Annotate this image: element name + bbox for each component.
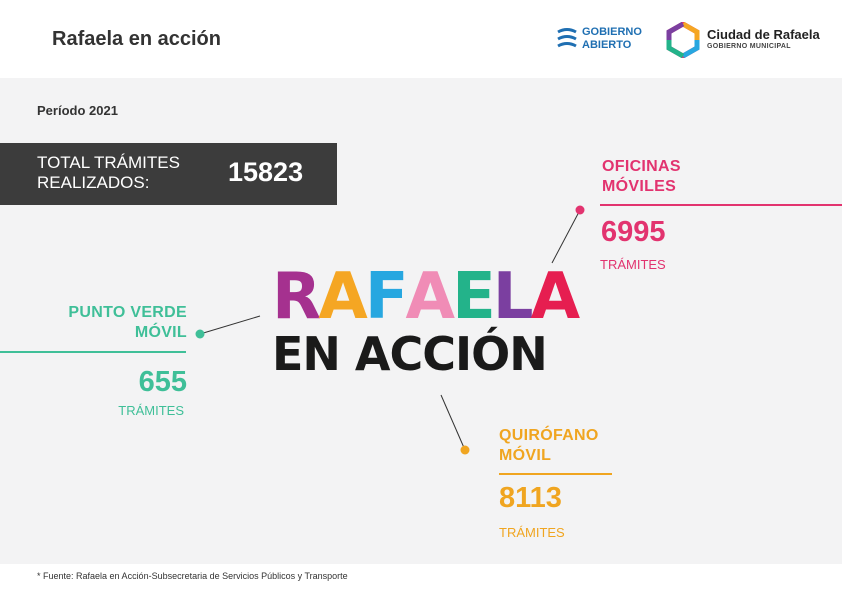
oficinas-moviles-title-line1: OFICINAS [602,158,681,175]
quirofano-movil-value: 8113 [499,482,562,514]
quirofano-movil-underline [499,473,612,475]
rafaela-en-accion-brand: RAFAELA EN ACCIÓN [272,260,580,381]
total-label: TOTAL TRÁMITES REALIZADOS: [37,153,180,192]
brand-letter-l: L [492,260,534,334]
punto-verde-unit: TRÁMITES [118,403,184,418]
ciudad-rafaela-name: Ciudad de Rafaela [707,27,820,42]
brand-letter-e: E [452,260,496,334]
brand-letter-f: F [364,260,409,334]
gobierno-abierto-text: GOBIERNO ABIERTO [582,26,642,52]
source-footnote: * Fuente: Rafaela en Acción-Subsecretari… [37,571,348,581]
brand-en-accion: EN ACCIÓN [272,327,548,381]
brand-letter-a1: A [318,260,368,334]
punto-verde-dot [195,329,205,339]
quirofano-movil-unit: TRÁMITES [499,525,565,540]
brand-letter-a2: A [405,260,456,334]
header: Rafaela en acción GOBIERNO ABIERTO Ciuda… [0,0,842,78]
brand-letter-r: R [272,260,321,334]
quirofano-dot [460,445,470,455]
punto-verde-connector-line [199,315,261,335]
gobierno-abierto-line1: GOBIERNO [582,26,642,38]
brand-rafaela: RAFAELA [272,260,580,334]
quirofano-movil-title-line2: MÓVIL [499,447,552,464]
punto-verde-title-line1: PUNTO VERDE [68,304,187,321]
gobierno-abierto-line2: ABIERTO [582,39,632,51]
oficinas-moviles-title: OFICINAS MÓVILES [602,157,681,197]
oficinas-moviles-underline [600,204,842,206]
ciudad-rafaela-logo[interactable]: Ciudad de Rafaela GOBIERNO MUNICIPAL [665,22,825,58]
ciudad-rafaela-hexagon-icon [666,22,700,58]
brand-letter-a3: A [530,260,581,334]
ciudad-rafaela-subtitle: GOBIERNO MUNICIPAL [707,43,791,50]
quirofano-connector-line [440,394,466,451]
oficinas-moviles-title-line2: MÓVILES [602,178,677,195]
punto-verde-title: PUNTO VERDE MÓVIL [40,303,187,343]
period-label: Período 2021 [37,103,118,118]
oficinas-moviles-value: 6995 [601,216,666,248]
punto-verde-value: 655 [138,366,187,398]
total-value: 15823 [228,157,304,187]
oficinas-connector-line [551,209,581,264]
gobierno-abierto-logo[interactable]: GOBIERNO ABIERTO [556,24,648,58]
oficinas-dot [575,205,585,215]
total-box: TOTAL TRÁMITES REALIZADOS: 15823 [0,143,337,205]
page-title: Rafaela en acción [52,28,221,50]
quirofano-movil-title: QUIRÓFANO MÓVIL [499,426,599,466]
punto-verde-underline [0,351,186,353]
quirofano-movil-title-line1: QUIRÓFANO [499,427,599,444]
punto-verde-title-line2: MÓVIL [134,324,187,341]
oficinas-moviles-unit: TRÁMITES [600,257,666,272]
gobierno-abierto-icon [557,28,577,48]
